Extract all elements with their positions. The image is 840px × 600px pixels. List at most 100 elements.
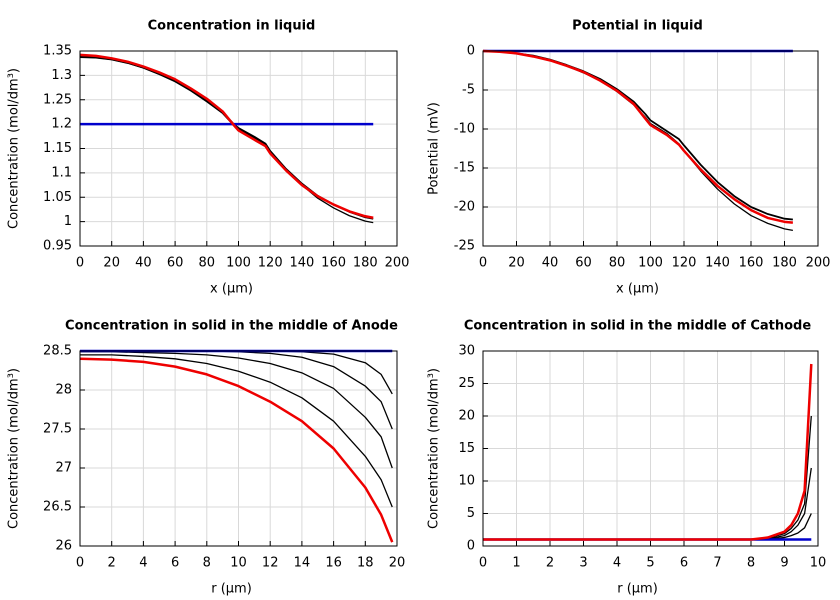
data-line [80,354,393,508]
y-tick-label: -5 [462,83,475,98]
x-tick-label: 10 [230,556,247,571]
y-tick-label: 28 [55,383,72,398]
x-tick-label: 6 [171,556,179,571]
y-tick-label: -10 [454,122,475,137]
x-axis-label: x (µm) [210,282,253,297]
y-tick-label: 1.25 [43,92,72,107]
y-tick-label: 25 [458,376,475,391]
plot-frame [482,350,819,547]
x-axis-label: r (µm) [211,582,252,597]
chart-title: Potential in liquid [572,19,703,34]
x-tick-label: 80 [609,256,626,271]
chart-title: Concentration in solid in the middle of … [65,319,398,334]
data-line [483,363,813,541]
x-tick-label: 0 [76,256,84,271]
x-tick-label: 20 [103,256,120,271]
y-tick-label: 1.05 [43,190,72,205]
y-tick-label: 27.5 [43,422,72,437]
x-tick-label: 16 [325,556,342,571]
y-axis-label: Concentration (mol/dm³) [7,368,22,529]
x-tick-label: 14 [294,556,311,571]
y-tick-label: 1.3 [51,68,72,83]
y-axis-label: Potential (mV) [427,102,442,195]
x-tick-label: 18 [357,556,374,571]
data-line [79,56,374,224]
x-tick-label: 180 [353,256,378,271]
x-tick-label: 160 [739,256,764,271]
data-line [79,53,374,219]
x-tick-label: 180 [772,256,797,271]
data-line [80,351,393,469]
y-tick-label: 1 [64,214,72,229]
y-tick-label: -20 [454,200,475,215]
y-axis-label: Concentration (mol/dm³) [427,368,442,529]
x-tick-label: 100 [226,256,251,271]
x-tick-label: 4 [139,556,147,571]
x-tick-label: 140 [705,256,730,271]
x-tick-label: 3 [579,556,587,571]
x-tick-label: 4 [613,556,621,571]
x-tick-label: 0 [479,256,487,271]
y-tick-label: 26 [55,539,72,554]
y-tick-label: -25 [454,239,475,254]
x-tick-label: 12 [262,556,279,571]
x-tick-label: 1 [512,556,520,571]
x-tick-label: 0 [479,556,487,571]
plot-frame [482,50,819,247]
x-axis-label: x (µm) [616,282,659,297]
x-tick-label: 200 [806,256,831,271]
y-tick-label: 15 [458,441,475,456]
chart-title: Concentration in liquid [148,19,316,34]
y-tick-label: 1.2 [51,117,72,132]
y-tick-label: 28.5 [43,344,72,359]
x-tick-label: 160 [321,256,346,271]
y-tick-label: 1.1 [51,165,72,180]
x-tick-label: 60 [167,256,184,271]
y-tick-label: 30 [458,344,475,359]
x-tick-label: 20 [389,556,406,571]
y-tick-label: 1.15 [43,141,72,156]
x-tick-label: 120 [258,256,283,271]
x-tick-label: 20 [508,256,525,271]
y-tick-label: 1.35 [43,44,72,59]
x-tick-label: 40 [542,256,559,271]
x-tick-label: 10 [810,556,827,571]
y-tick-label: 5 [467,506,475,521]
y-tick-label: 10 [458,474,475,489]
data-line [483,415,812,541]
y-tick-label: 0 [467,44,475,59]
x-tick-label: 9 [780,556,788,571]
x-tick-label: 140 [289,256,314,271]
y-tick-label: -15 [454,161,475,176]
y-axis-label: Concentration (mol/dm³) [7,68,22,229]
y-tick-label: 0 [467,539,475,554]
x-tick-label: 6 [680,556,688,571]
data-line [482,50,793,221]
x-tick-label: 120 [672,256,697,271]
plot-frame [79,350,398,547]
x-tick-label: 7 [713,556,721,571]
data-line [483,467,812,541]
x-tick-label: 8 [203,556,211,571]
x-tick-label: 40 [135,256,152,271]
x-tick-label: 80 [199,256,216,271]
x-tick-label: 60 [575,256,592,271]
x-tick-label: 8 [747,556,755,571]
x-axis-label: r (µm) [617,582,658,597]
y-tick-label: 27 [55,461,72,476]
data-line [483,513,812,541]
data-line [79,357,394,543]
data-line [79,55,374,220]
x-tick-label: 200 [385,256,410,271]
x-tick-label: 2 [546,556,554,571]
y-tick-label: 20 [458,409,475,424]
x-tick-label: 100 [638,256,663,271]
x-tick-label: 0 [76,556,84,571]
data-line [482,49,793,224]
y-tick-label: 26.5 [43,500,72,515]
chart-title: Concentration in solid in the middle of … [464,319,812,334]
x-tick-label: 2 [108,556,116,571]
plot-frame [79,50,398,247]
